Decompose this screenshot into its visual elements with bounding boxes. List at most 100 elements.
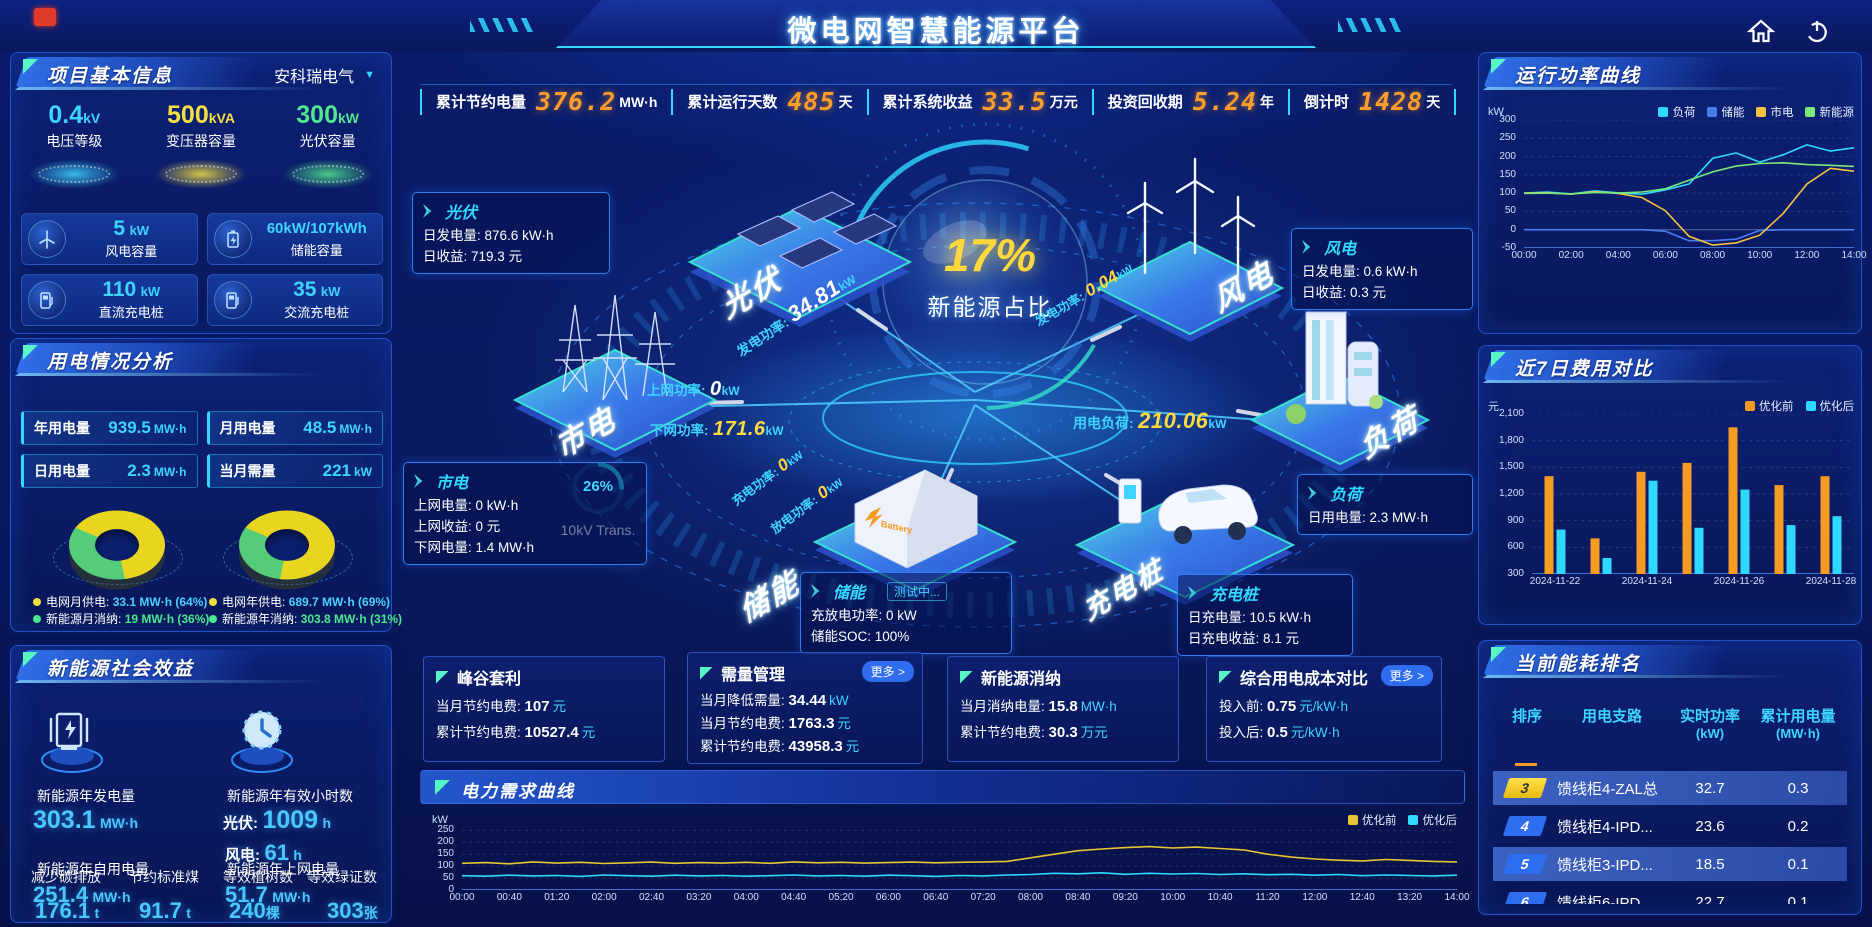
solar-panels-icon	[736, 191, 898, 269]
y-tick-label: 200	[1499, 150, 1516, 162]
renewable-benefit-panel: 新能源社会效益 新能源年发电量 303.1 MW·h 新能源年有效小时数 光伏:…	[10, 645, 392, 923]
glow-base	[281, 159, 374, 189]
demand-curve-chart: kW 优化前 优化后 250 200 150 100 50 0 00:00 00:40 01:20…	[432, 812, 1470, 922]
y-tick-label: 200	[437, 836, 454, 848]
kpi-strip: 累计节约电量 376.2 MW·h 累计运行天数 485 天 累计系统收益 33.5 万元 …	[420, 84, 1457, 118]
legend-item[interactable]: 负荷	[1658, 104, 1695, 120]
y-axis-unit: 元	[1488, 401, 1499, 413]
ranking-list: 3 馈线柜4-ZAL总 32.7 0.3 4 馈线柜4-IPD... 23.6 0.2 …	[1493, 771, 1847, 904]
x-tick-label: 14:00	[1841, 250, 1867, 261]
y-tick-label: 100	[437, 860, 454, 872]
bar	[1786, 525, 1796, 574]
panel-corner-icon	[435, 780, 450, 795]
grid-info-box: 市电 上网电量: 0 kW·h 上网收益: 0 元 下网电量: 1.4 MW·h	[403, 462, 647, 565]
legend-swatch	[1756, 107, 1767, 117]
x-tick-label: 08:40	[1065, 892, 1091, 903]
home-icon[interactable]	[1746, 16, 1776, 46]
ac-charger-card: 35 kW 交流充电桩	[206, 274, 383, 326]
x-tick-label: 04:40	[781, 892, 807, 903]
down-power-flow: 下网功率: 171.6kW	[650, 418, 784, 440]
table-row[interactable]: 5 馈线柜3-IPD... 18.5 0.1	[1493, 847, 1847, 881]
x-tick-label: 10:00	[1160, 892, 1186, 903]
legend-item[interactable]: 优化前	[1347, 812, 1396, 828]
y-tick-label: 600	[1507, 541, 1524, 553]
y-tick-label: 250	[437, 824, 454, 836]
bar	[1820, 476, 1830, 574]
battery-icon	[213, 220, 252, 258]
usage-analysis-panel: 用电情况分析 年用电量 939.5 MW·h 月用电量 48.5 MW·h 日用电量 2.…	[10, 338, 402, 632]
cost-bar-chart: 元 优化前 优化后 2,100 1,800 1,500 1,200 900 600 300 20…	[1488, 398, 1856, 608]
pv-info-box: 光伏 日发电量: 876.6 kW·h 日收益: 719.3 元	[412, 192, 610, 274]
x-tick-label: 12:40	[1349, 892, 1375, 903]
y-tick-label: -50	[1501, 242, 1516, 253]
voltage-pedestal: 0.4kV 电压等级	[15, 101, 133, 189]
wind-turbine-icon	[28, 220, 66, 258]
renewable-share-value: 17%	[943, 229, 1037, 281]
y-tick-label: 50	[442, 872, 454, 884]
y-tick-label: 50	[1504, 205, 1516, 217]
x-tick-label: 12:00	[1302, 892, 1328, 903]
cost-compare-panel: 近7日费用对比	[1478, 345, 1862, 625]
panel-title: 项目基本信息	[47, 66, 174, 87]
table-row[interactable]: 6 馈线柜6-IPD... 22.7 0.1	[1493, 885, 1847, 904]
bar	[1602, 558, 1612, 574]
dc-charger-card: 110 kW 直流充电桩	[21, 274, 198, 326]
charger-icon	[28, 281, 66, 319]
legend-item[interactable]: 优化后	[1408, 812, 1457, 828]
legend-item[interactable]: 优化后	[1805, 398, 1854, 414]
x-tick-label: 11:20	[1255, 892, 1280, 903]
more-button[interactable]: 更多 >	[1380, 665, 1433, 686]
solar-energy-icon	[33, 698, 111, 778]
building-icon	[1286, 311, 1383, 424]
month-donut-chart	[69, 510, 165, 580]
play-icon	[1302, 240, 1311, 254]
card-corner-icon	[700, 666, 713, 680]
kpi-run-days: 累计运行天数 485 天	[671, 87, 866, 116]
bar	[1774, 485, 1784, 574]
up-power-flow: 上网功率: 0kW	[647, 378, 740, 400]
tree-label: 等效植树数	[223, 869, 293, 885]
x-tick-label: 00:00	[1511, 250, 1537, 261]
ev-charger-icon	[1118, 478, 1258, 544]
x-tick-label: 01:20	[544, 892, 570, 903]
transformer-pedestal: 500kVA 变压器容量	[142, 101, 260, 189]
x-tick-label: 14:00	[1444, 892, 1470, 903]
peak-valley-card: 峰谷套利 当月节约电费: 107 元 累计节约电费: 10527.4 元	[423, 656, 665, 762]
card-corner-icon	[1219, 670, 1232, 684]
table-row[interactable]: 4 馈线柜4-IPD... 23.6 0.2	[1493, 809, 1847, 843]
legend-item[interactable]: 优化前	[1745, 398, 1794, 414]
legend-swatch	[1745, 401, 1755, 411]
chart-legend: 优化前 优化后	[1347, 812, 1457, 828]
legend-swatch	[1347, 815, 1358, 825]
bar	[1556, 529, 1566, 574]
legend-item[interactable]: 储能	[1707, 104, 1744, 120]
x-tick-label: 2024-11-22	[1529, 576, 1581, 587]
more-button[interactable]: 更多 >	[861, 661, 914, 682]
y-tick-label: 0	[448, 884, 454, 895]
bar	[1740, 489, 1750, 574]
x-tick-label: 06:00	[1652, 250, 1678, 261]
x-tick-label: 12:00	[1794, 250, 1820, 261]
ongrid-value: 51.7 MW·h	[225, 882, 311, 907]
power-icon[interactable]	[1802, 16, 1832, 46]
ranking-table-header: 排序 用电支路 实时功率 (kW) 累计用电量 (MW·h)	[1511, 708, 1836, 741]
x-tick-label: 2024-11-24	[1621, 576, 1673, 587]
legend-item[interactable]: 新能源	[1805, 104, 1854, 120]
glow-base	[28, 159, 121, 189]
company-select[interactable]: 安科瑞电气 ▼	[274, 69, 375, 86]
bar	[1590, 538, 1600, 574]
gen-label: 新能源年发电量	[37, 788, 135, 804]
table-row[interactable]: 3 馈线柜4-ZAL总 32.7 0.3	[1493, 771, 1847, 805]
y-tick-label: 1,500	[1498, 461, 1524, 473]
x-tick-label: 00:40	[496, 892, 522, 903]
x-tick-label: 03:20	[686, 892, 712, 903]
year-usage: 年用电量 939.5 MW·h	[21, 411, 198, 445]
y-tick-label: 900	[1507, 514, 1524, 526]
bar	[1728, 427, 1738, 574]
x-tick-label: 08:00	[1700, 250, 1726, 261]
legend-item[interactable]: 市电	[1756, 104, 1793, 120]
legend-swatch	[1408, 815, 1419, 825]
bar	[1694, 527, 1704, 574]
rank-badge: 6	[1502, 892, 1548, 904]
